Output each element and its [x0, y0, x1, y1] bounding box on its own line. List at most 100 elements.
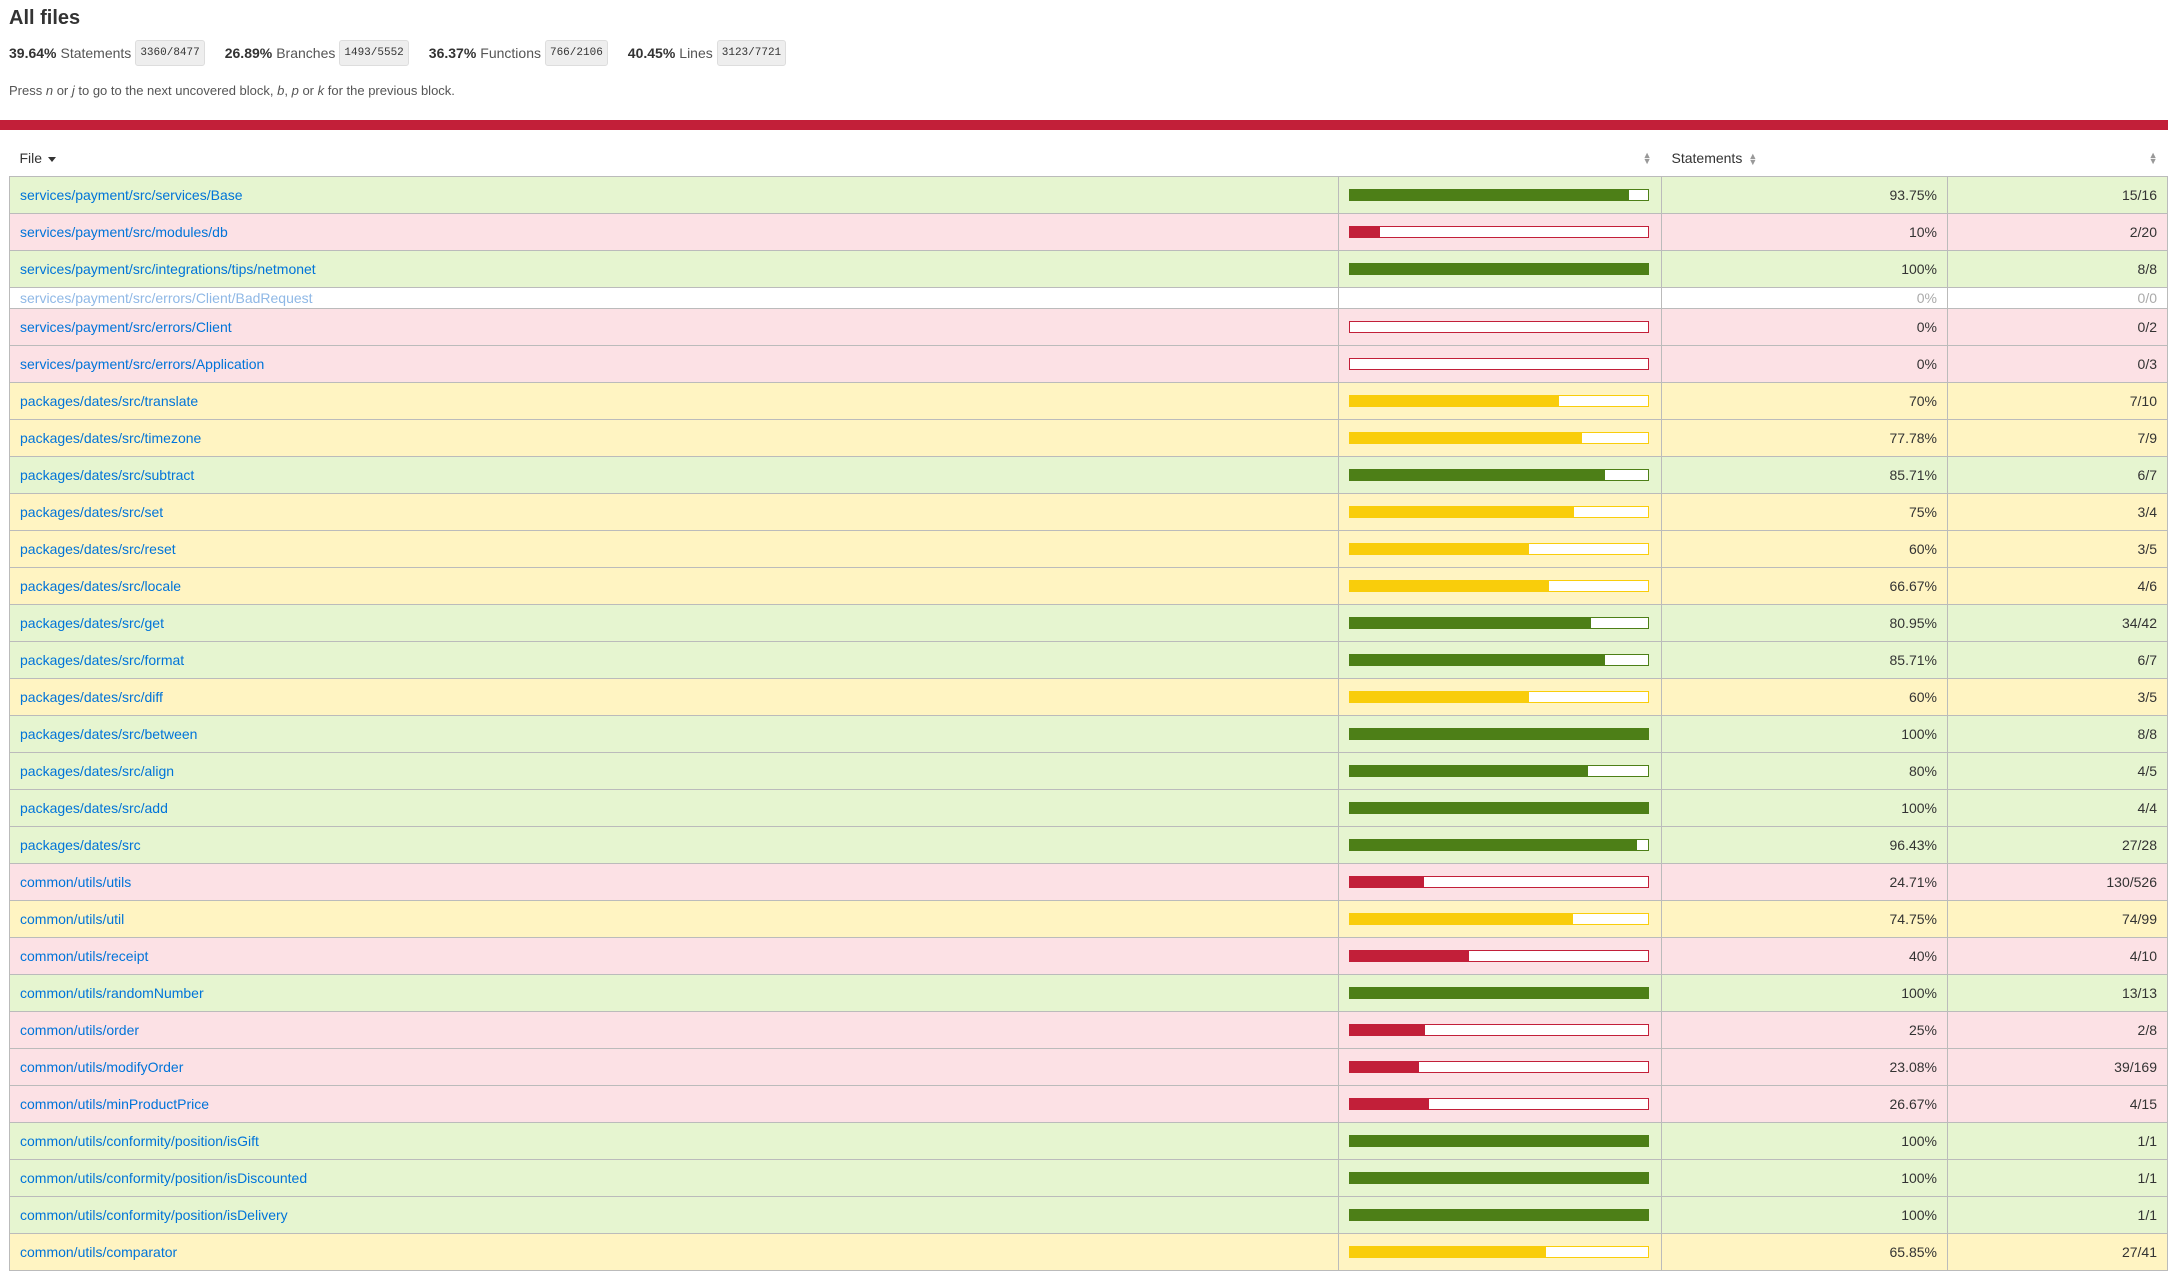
coverage-bar-fill [1350, 1025, 1425, 1035]
hint-text: for the previous block. [324, 83, 455, 98]
file-link[interactable]: packages/dates/src/get [20, 615, 164, 631]
table-row: packages/dates/src/between 100% 8/8 [9, 715, 2168, 753]
table-row: services/payment/src/errors/Client/BadRe… [9, 287, 2168, 309]
file-link[interactable]: services/payment/src/errors/Client [20, 319, 232, 335]
coverage-bar [1349, 691, 1649, 703]
statements-fraction: 3/5 [1947, 530, 2168, 568]
table-header-row: File ▲ ▼ Statements ▲ ▼ ▲ ▼ [9, 140, 2168, 177]
file-link[interactable]: common/utils/conformity/position/isDisco… [20, 1170, 308, 1186]
statements-pct: 40% [1661, 937, 1948, 975]
file-cell: common/utils/minProductPrice [9, 1085, 1339, 1123]
file-cell: services/payment/src/integrations/tips/n… [9, 250, 1339, 288]
statements-fraction: 0/2 [1947, 308, 2168, 346]
statements-pct: 80% [1661, 752, 1948, 790]
file-link[interactable]: common/utils/comparator [20, 1244, 178, 1260]
header: All files 39.64% Statements 3360/8477 26… [0, 0, 2168, 101]
file-link[interactable]: packages/dates/src/subtract [20, 467, 195, 483]
coverage-bar-fill [1350, 1136, 1648, 1146]
coverage-bar-fill [1350, 1247, 1547, 1257]
table-row: packages/dates/src/get 80.95% 34/42 [9, 604, 2168, 642]
statements-pct: 100% [1661, 789, 1948, 827]
file-cell: common/utils/receipt [9, 937, 1339, 975]
table-row: common/utils/comparator 65.85% 27/41 [9, 1233, 2168, 1271]
statements-pct: 26.67% [1661, 1085, 1948, 1123]
statements-pct: 70% [1661, 382, 1948, 420]
file-link[interactable]: packages/dates/src/timezone [20, 430, 202, 446]
summary-fraction: 766/2106 [544, 40, 608, 66]
file-link[interactable]: packages/dates/src/set [20, 504, 164, 520]
file-link[interactable]: common/utils/order [20, 1022, 140, 1038]
file-link[interactable]: common/utils/receipt [20, 948, 149, 964]
file-link[interactable]: common/utils/conformity/position/isDeliv… [20, 1207, 288, 1223]
file-link[interactable]: services/payment/src/errors/Application [20, 356, 265, 372]
statements-fraction: 4/10 [1947, 937, 2168, 975]
file-cell: packages/dates/src/locale [9, 567, 1339, 605]
statements-pct: 60% [1661, 530, 1948, 568]
coverage-bar [1349, 1135, 1649, 1147]
file-cell: common/utils/comparator [9, 1233, 1339, 1271]
hint-text: or [53, 83, 72, 98]
statements-pct: 24.71% [1661, 863, 1948, 901]
file-link[interactable]: common/utils/modifyOrder [20, 1059, 184, 1075]
file-link[interactable]: common/utils/randomNumber [20, 985, 204, 1001]
coverage-table-wrapper: File ▲ ▼ Statements ▲ ▼ ▲ ▼ services/payment… [9, 140, 2168, 1271]
summary-pct: 26.89% [224, 45, 273, 61]
file-link[interactable]: packages/dates/src/diff [20, 689, 163, 705]
file-link[interactable]: packages/dates/src/align [20, 763, 175, 779]
coverage-bar [1349, 950, 1649, 962]
table-row: common/utils/conformity/position/isDisco… [9, 1159, 2168, 1197]
column-header-statements[interactable]: Statements ▲ ▼ [1661, 140, 1948, 177]
coverage-bar [1349, 1172, 1649, 1184]
sort-icon: ▲ ▼ [1642, 150, 1652, 166]
sort-desc-icon [48, 156, 57, 162]
table-row: common/utils/conformity/position/isDeliv… [9, 1196, 2168, 1234]
hint-key: p [291, 83, 299, 98]
summary-pct: 40.45% [627, 45, 676, 61]
statements-pct: 85.71% [1661, 456, 1948, 494]
coverage-bar-fill [1350, 951, 1470, 961]
file-link[interactable]: packages/dates/src [20, 837, 141, 853]
file-link[interactable]: packages/dates/src/add [20, 800, 168, 816]
table-row: packages/dates/src 96.43% 27/28 [9, 826, 2168, 864]
file-cell: services/payment/src/modules/db [9, 213, 1339, 251]
statements-fraction: 0/0 [1947, 287, 2168, 309]
file-link[interactable]: services/payment/src/services/Base [20, 187, 243, 203]
coverage-bar-cell [1338, 974, 1662, 1012]
file-link[interactable]: packages/dates/src/translate [20, 393, 199, 409]
file-link[interactable]: common/utils/util [20, 911, 125, 927]
file-link[interactable]: common/utils/utils [20, 874, 132, 890]
sort-icon: ▲ ▼ [2148, 150, 2158, 166]
table-row: services/payment/src/integrations/tips/n… [9, 250, 2168, 288]
table-row: common/utils/order 25% 2/8 [9, 1011, 2168, 1049]
file-cell: services/payment/src/services/Base [9, 176, 1339, 214]
summary-fraction: 1493/5552 [339, 40, 409, 66]
column-header-fraction[interactable]: ▲ ▼ [1947, 140, 2168, 177]
file-link[interactable]: services/payment/src/errors/Client/BadRe… [20, 290, 313, 306]
column-header-bar[interactable]: ▲ ▼ [1338, 140, 1662, 177]
file-link[interactable]: packages/dates/src/reset [20, 541, 176, 557]
file-link[interactable]: packages/dates/src/between [20, 726, 198, 742]
coverage-bar [1349, 189, 1649, 201]
coverage-bar-cell [1338, 1159, 1662, 1197]
statements-pct: 85.71% [1661, 641, 1948, 679]
statements-fraction: 8/8 [1947, 250, 2168, 288]
coverage-bar-fill [1350, 766, 1589, 776]
coverage-bar-fill [1350, 470, 1606, 480]
file-link[interactable]: packages/dates/src/format [20, 652, 185, 668]
statements-fraction: 1/1 [1947, 1196, 2168, 1234]
file-link[interactable]: packages/dates/src/locale [20, 578, 182, 594]
table-row: packages/dates/src/locale 66.67% 4/6 [9, 567, 2168, 605]
file-cell: common/utils/utils [9, 863, 1339, 901]
file-link[interactable]: common/utils/minProductPrice [20, 1096, 210, 1112]
table-row: services/payment/src/modules/db 10% 2/20 [9, 213, 2168, 251]
coverage-bar-cell [1338, 715, 1662, 753]
hint-key: n [45, 83, 54, 98]
statements-pct: 25% [1661, 1011, 1948, 1049]
file-link[interactable]: services/payment/src/modules/db [20, 224, 228, 240]
coverage-bar [1349, 506, 1649, 518]
file-link[interactable]: services/payment/src/integrations/tips/n… [20, 261, 316, 277]
file-cell: packages/dates/src/diff [9, 678, 1339, 716]
coverage-bar-cell [1338, 250, 1662, 288]
file-link[interactable]: common/utils/conformity/position/isGift [20, 1133, 259, 1149]
column-header-file[interactable]: File [9, 140, 1339, 177]
